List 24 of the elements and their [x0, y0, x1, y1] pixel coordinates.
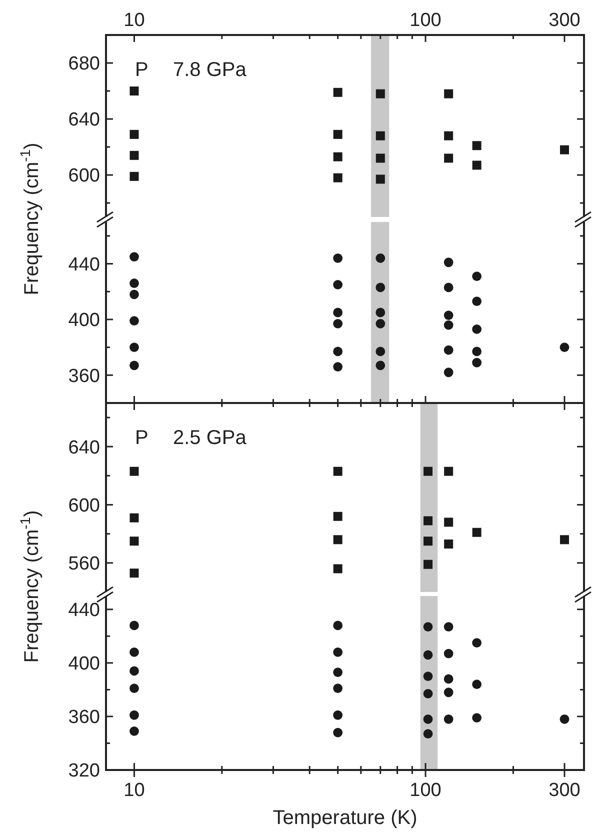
- x-axis-title: Temperature (K): [272, 807, 418, 829]
- x-tick-label: 10: [124, 10, 145, 31]
- y-tick-label: 680: [68, 54, 100, 75]
- x-tick-label: 10: [124, 780, 145, 801]
- y-tick-label: 320: [68, 760, 100, 782]
- y-tick-label: 640: [68, 437, 100, 458]
- y-tick-label: 400: [68, 654, 100, 675]
- annotation: 7.8 GPa: [173, 59, 248, 81]
- y-tick-label: 640: [68, 110, 100, 131]
- x-tick-label: 100: [410, 10, 442, 31]
- y-tick-label: 440: [68, 254, 100, 276]
- y-tick-label: 600: [68, 166, 100, 187]
- y-tick-label: 360: [68, 707, 100, 728]
- y-tick-label: 400: [68, 310, 100, 332]
- annotation: P: [135, 59, 148, 81]
- y-tick-label: 600: [68, 495, 100, 516]
- annotation: P: [135, 427, 148, 449]
- y-tick-label: 440: [68, 600, 100, 622]
- x-tick-label: 300: [548, 780, 580, 801]
- y-tick-label: 560: [68, 554, 100, 575]
- y-tick-label: 360: [68, 366, 100, 387]
- x-tick-label: 100: [410, 780, 442, 801]
- annotation: 2.5 GPa: [173, 427, 248, 449]
- x-tick-label: 300: [548, 10, 580, 31]
